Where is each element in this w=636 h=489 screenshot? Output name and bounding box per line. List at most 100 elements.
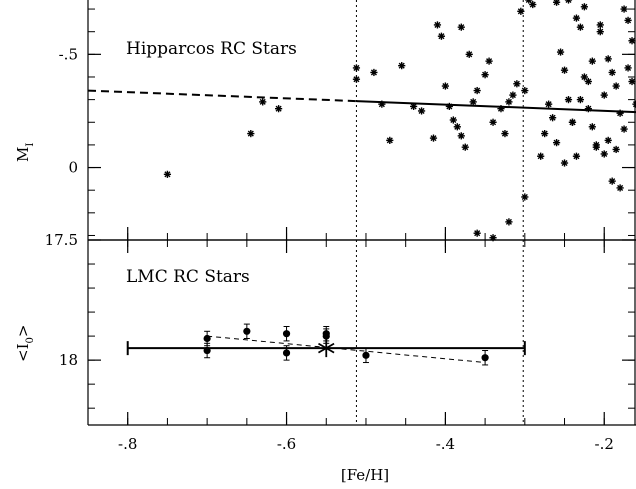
asterisk-point (552, 139, 561, 147)
asterisk-stroke (613, 146, 620, 153)
asterisk-stroke (628, 78, 636, 85)
asterisk-point (465, 50, 473, 58)
asterisk-stroke (565, 96, 572, 103)
asterisk-point (417, 107, 426, 115)
bottom-y-axis-title-main: <I (14, 343, 32, 362)
asterisk-stroke (549, 114, 556, 121)
asterisk-point (505, 218, 513, 226)
asterisk-stroke (597, 21, 604, 28)
asterisk-stroke (446, 103, 453, 110)
asterisk-point (509, 91, 517, 99)
asterisk-point (497, 105, 505, 113)
bottom-vertical-lines (355, 240, 524, 425)
asterisk-stroke (527, 0, 532, 4)
asterisk-point (445, 102, 453, 111)
data-point (282, 349, 291, 357)
data-point (243, 327, 251, 335)
asterisk-stroke (605, 137, 612, 144)
asterisk-point (410, 102, 418, 111)
asterisk-point (461, 143, 469, 151)
x-tick-label: -.2 (595, 435, 614, 453)
asterisk-point (529, 0, 537, 9)
asterisk-point (449, 116, 457, 124)
top-y-axis-title-main: M (14, 147, 32, 162)
asterisk-stroke (567, 0, 572, 4)
asterisk-point (552, 0, 561, 6)
trend-line (207, 335, 486, 364)
asterisk-stroke (517, 8, 524, 15)
asterisk-stroke (438, 33, 445, 40)
asterisk-point (429, 134, 438, 142)
asterisk-point (521, 193, 529, 201)
asterisk-stroke (470, 98, 477, 105)
errorbar-point (282, 325, 291, 342)
asterisk-stroke (601, 92, 608, 99)
asterisk-stroke (589, 58, 596, 65)
asterisk-stroke (632, 103, 636, 108)
x-axis-title: [Fe/H] (341, 466, 389, 484)
errorbar-point (481, 350, 489, 366)
y-tick-label: 17.5 (45, 231, 78, 249)
asterisk-point (604, 136, 612, 144)
asterisk-point (521, 86, 529, 95)
asterisk-stroke (605, 55, 612, 62)
asterisk-point (473, 229, 481, 237)
asterisk-point (600, 91, 608, 99)
asterisk-stroke (609, 178, 616, 185)
asterisk-point (588, 57, 596, 65)
asterisk-stroke (529, 1, 536, 8)
asterisk-point (576, 96, 585, 104)
bottom-axes: 17.5 18 -.8 -.6 -.4 -.2 (45, 231, 636, 453)
asterisk-point (560, 159, 569, 167)
star-stroke (318, 342, 335, 354)
asterisk-point (473, 86, 481, 95)
x-tick-label: -.6 (277, 435, 296, 453)
asterisk-stroke (545, 101, 552, 108)
asterisk-point (525, 0, 533, 4)
asterisk-point (259, 98, 267, 106)
asterisk-point (620, 125, 628, 133)
asterisk-point (386, 136, 394, 144)
asterisk-point (572, 152, 581, 160)
top-panel: -.5 0 Hipparcos RC Stars MI (14, 0, 636, 242)
asterisk-point (469, 98, 477, 106)
asterisk-point (541, 129, 549, 138)
asterisk-stroke (353, 76, 360, 83)
asterisk-point (275, 105, 283, 113)
asterisk-stroke (505, 98, 512, 105)
top-y-axis-title-sub: I (25, 143, 36, 147)
asterisk-point (604, 55, 612, 63)
asterisk-stroke (482, 71, 489, 78)
asterisk-point (370, 68, 378, 77)
lmc-annotation: LMC RC Stars (126, 267, 250, 287)
asterisk-point (616, 184, 624, 192)
errorbar-point (362, 347, 370, 364)
hipparcos-annotation: Hipparcos RC Stars (126, 39, 297, 59)
asterisk-point (608, 177, 616, 185)
asterisk-stroke (474, 87, 481, 94)
asterisk-stroke (621, 126, 628, 133)
data-point (282, 330, 291, 338)
asterisk-stroke (454, 123, 461, 130)
data-point (362, 351, 370, 359)
asterisk-stroke (628, 37, 636, 44)
asterisk-stroke (569, 119, 576, 126)
data-point (322, 332, 330, 340)
asterisk-point (616, 109, 624, 117)
asterisk-point (612, 145, 620, 154)
asterisk-point (632, 100, 636, 108)
errorbar-point (322, 328, 330, 344)
asterisk-point (441, 82, 449, 90)
asterisk-stroke (561, 67, 568, 74)
asterisk-stroke (353, 64, 360, 71)
fit-line-dashed (87, 89, 357, 103)
errorbar-point (203, 342, 211, 359)
asterisk-stroke (410, 103, 417, 110)
asterisk-point (457, 23, 465, 31)
asterisk-stroke (466, 51, 473, 58)
asterisk-stroke (565, 0, 570, 4)
asterisk-stroke (553, 0, 560, 6)
data-point (203, 346, 211, 355)
asterisk-stroke (458, 24, 465, 31)
asterisk-point (584, 77, 592, 86)
